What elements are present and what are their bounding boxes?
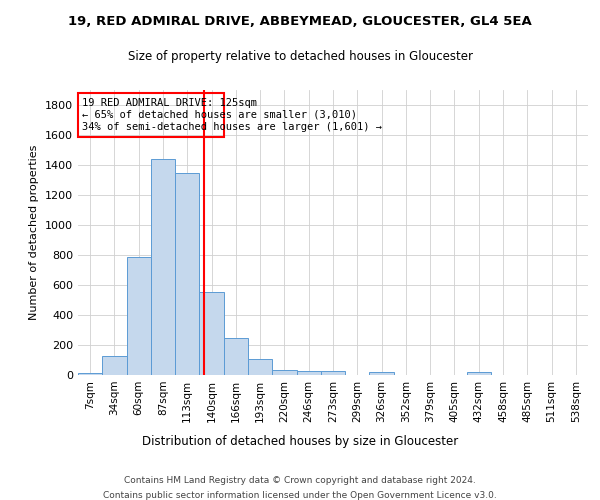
Text: Size of property relative to detached houses in Gloucester: Size of property relative to detached ho… xyxy=(128,50,473,63)
Text: 19 RED ADMIRAL DRIVE: 125sqm: 19 RED ADMIRAL DRIVE: 125sqm xyxy=(82,98,257,108)
Bar xyxy=(370,372,394,375)
Bar xyxy=(151,159,175,375)
Bar xyxy=(78,373,102,375)
Text: Contains public sector information licensed under the Open Government Licence v3: Contains public sector information licen… xyxy=(103,491,497,500)
Bar xyxy=(272,370,296,375)
Bar xyxy=(102,356,127,375)
Bar xyxy=(78,93,224,136)
Text: ← 65% of detached houses are smaller (3,010): ← 65% of detached houses are smaller (3,… xyxy=(82,110,356,120)
Bar xyxy=(296,370,321,375)
Text: Distribution of detached houses by size in Gloucester: Distribution of detached houses by size … xyxy=(142,435,458,448)
Text: 19, RED ADMIRAL DRIVE, ABBEYMEAD, GLOUCESTER, GL4 5EA: 19, RED ADMIRAL DRIVE, ABBEYMEAD, GLOUCE… xyxy=(68,15,532,28)
Bar xyxy=(199,292,224,375)
Bar xyxy=(127,256,151,375)
Bar xyxy=(248,358,272,375)
Bar xyxy=(467,372,491,375)
Text: Contains HM Land Registry data © Crown copyright and database right 2024.: Contains HM Land Registry data © Crown c… xyxy=(124,476,476,485)
Bar xyxy=(224,338,248,375)
Bar xyxy=(175,174,199,375)
Text: 34% of semi-detached houses are larger (1,601) →: 34% of semi-detached houses are larger (… xyxy=(82,122,382,132)
Bar xyxy=(321,370,345,375)
Y-axis label: Number of detached properties: Number of detached properties xyxy=(29,145,40,320)
